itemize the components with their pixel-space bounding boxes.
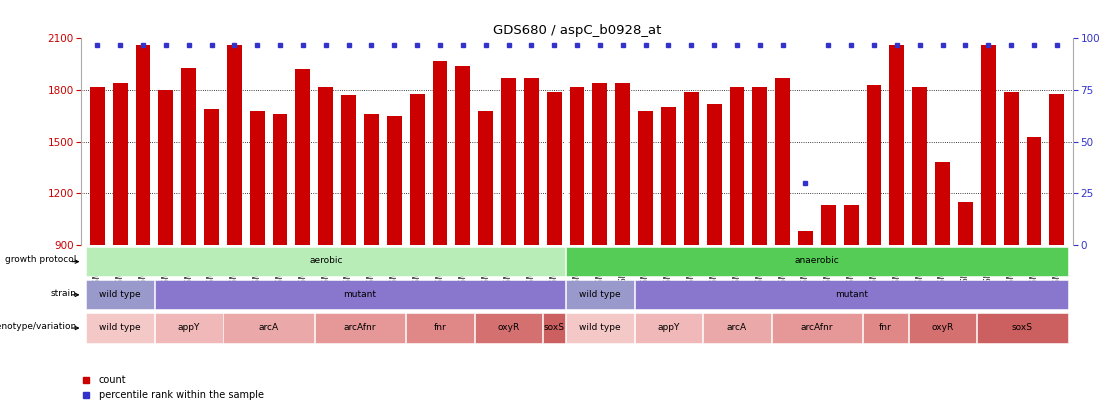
Bar [909,313,976,343]
Bar [182,68,196,245]
Bar [227,45,242,245]
Text: oxyR: oxyR [497,323,519,332]
Bar [867,85,881,245]
Bar [155,280,565,309]
Bar [456,66,470,245]
Bar [958,202,973,245]
Bar [638,111,653,245]
Bar [87,280,154,309]
Text: appY: appY [657,323,680,332]
Bar [295,69,311,245]
Text: fnr: fnr [433,323,447,332]
Bar [821,205,836,245]
Bar [432,61,448,245]
Bar [273,114,287,245]
Text: arcAfnr: arcAfnr [801,323,833,332]
Bar [319,87,333,245]
Bar [912,87,927,245]
Bar [635,313,702,343]
Bar [775,78,790,245]
Text: growth protocol: growth protocol [6,256,77,264]
Bar [475,313,543,343]
Bar [136,45,150,245]
Text: anaerobic: anaerobic [794,256,839,265]
Bar [863,313,908,343]
Text: arcA: arcA [258,323,278,332]
Text: wild type: wild type [99,290,141,298]
Bar [1026,136,1042,245]
Bar [501,78,516,245]
Bar [224,313,314,343]
Text: mutant: mutant [343,290,377,298]
Text: percentile rank within the sample: percentile rank within the sample [99,390,264,401]
Bar [706,104,722,245]
Bar [977,313,1067,343]
Text: arcAfnr: arcAfnr [344,323,377,332]
Text: wild type: wild type [579,323,620,332]
Bar [566,313,634,343]
Bar [315,313,405,343]
Bar [566,247,1067,276]
Bar [615,83,631,245]
Bar [410,94,424,245]
Bar [635,280,1067,309]
Bar [524,78,539,245]
Text: wild type: wild type [579,290,620,298]
Text: wild type: wild type [99,323,141,332]
Bar [1049,94,1064,245]
Text: strain: strain [51,289,77,298]
Bar [566,280,634,309]
Bar [661,107,676,245]
Text: genotype/variation: genotype/variation [0,322,77,331]
Bar [569,87,585,245]
Bar [889,45,905,245]
Bar [87,247,565,276]
Text: oxyR: oxyR [931,323,954,332]
Bar [407,313,473,343]
Bar [341,95,356,245]
Bar [798,231,813,245]
Bar [364,114,379,245]
Bar [478,111,494,245]
Bar [752,87,768,245]
Bar [1004,92,1018,245]
Text: arcA: arcA [727,323,747,332]
Bar [158,90,174,245]
Text: appY: appY [177,323,199,332]
Bar [87,313,154,343]
Bar [155,313,223,343]
Bar [730,87,744,245]
Text: aerobic: aerobic [309,256,342,265]
Bar [113,83,128,245]
Bar [980,45,996,245]
Bar [684,92,698,245]
Bar [772,313,862,343]
Bar [843,205,859,245]
Bar [90,87,105,245]
Text: soxS: soxS [1012,323,1033,332]
Bar [547,92,561,245]
Title: GDS680 / aspC_b0928_at: GDS680 / aspC_b0928_at [492,24,662,37]
Bar [387,116,402,245]
Bar [544,313,565,343]
Text: soxS: soxS [544,323,565,332]
Bar [935,162,950,245]
Bar [593,83,607,245]
Bar [703,313,771,343]
Text: fnr: fnr [879,323,892,332]
Text: count: count [99,375,127,385]
Bar [250,111,265,245]
Text: mutant: mutant [834,290,868,298]
Bar [204,109,219,245]
